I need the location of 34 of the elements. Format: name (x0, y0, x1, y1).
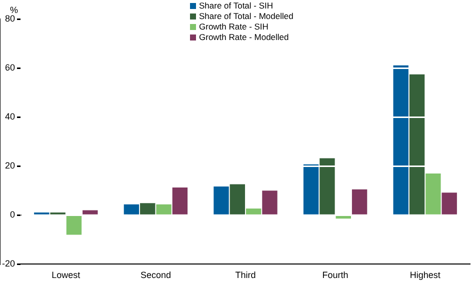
legend-label: Growth Rate - SIH (199, 21, 268, 32)
bar (140, 203, 156, 214)
x-tick-label: Third (235, 270, 256, 280)
bar (409, 74, 425, 214)
y-tick-label: -20 (2, 258, 16, 269)
bar (66, 216, 82, 235)
x-tick-label: Fourth (322, 270, 348, 280)
bar (172, 187, 188, 214)
bar (230, 184, 246, 214)
bar (303, 164, 319, 214)
bar (336, 216, 351, 219)
y-axis-title: % (10, 4, 18, 15)
y-tick-label: 40 (4, 112, 16, 122)
legend-label: Growth Rate - Modelled (199, 32, 290, 42)
bar (156, 204, 172, 214)
bar (214, 186, 229, 214)
bar (82, 210, 98, 214)
y-tick-label: 0 (10, 210, 16, 220)
x-tick-label: Highest (410, 270, 441, 280)
bar (442, 192, 457, 214)
bar (393, 65, 408, 214)
legend-label: Share of Total - SIH (199, 0, 274, 10)
bar (426, 173, 441, 214)
y-tick-label: 80 (4, 13, 16, 24)
bar (246, 208, 262, 214)
x-tick-label: Second (140, 270, 171, 280)
bar (262, 190, 278, 214)
bar (352, 189, 368, 214)
y-tick-label: 20 (4, 160, 16, 171)
x-tick-label: Lowest (52, 270, 81, 280)
bar (320, 158, 335, 214)
y-tick-label: 60 (4, 62, 16, 73)
legend-label: Share of Total - Modelled (199, 10, 294, 21)
bar (124, 204, 140, 214)
